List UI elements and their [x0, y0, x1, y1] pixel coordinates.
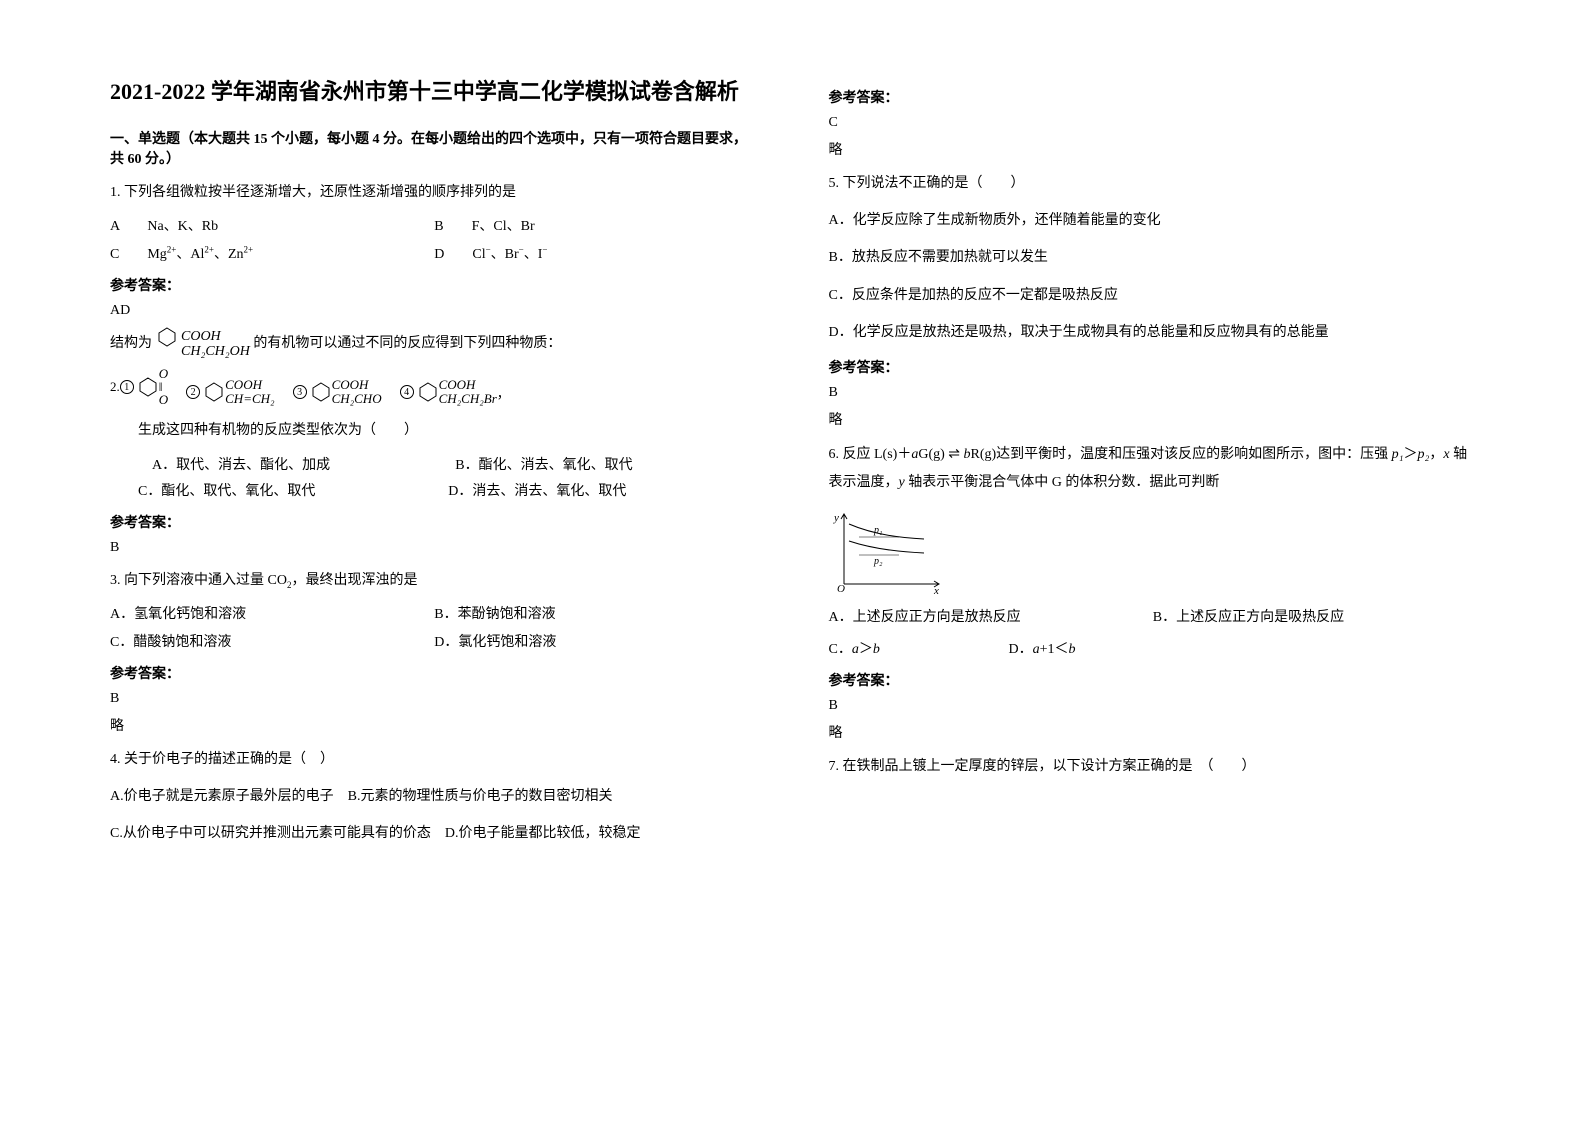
q6-stem: 6. 反应 L(s)＋aG(g) ⇌ bR(g)达到平衡时，温度和压强对该反应的…: [829, 441, 1478, 497]
q5-opt-a: A．化学反应除了生成新物质外，还伴随着能量的变化: [829, 208, 1478, 233]
q5-stem: 5. 下列说法不正确的是（ ）: [829, 171, 1478, 196]
q5-opt-d: D．化学反应是放热还是吸热，取决于生成物具有的总能量和反应物具有的总能量: [829, 320, 1478, 345]
q6-omit: 略: [829, 722, 1478, 742]
q1-stem: 1. 下列各组微粒按半径逐渐增大，还原性逐渐增强的顺序排列的是: [110, 180, 759, 205]
answer-label: 参考答案：: [829, 87, 1478, 107]
q6-opt-c: C．a＞b: [829, 638, 1009, 658]
section-header: 一、单选题（本大题共 15 个小题，每小题 4 分。在每小题给出的四个选项中，只…: [110, 128, 759, 168]
answer-label: 参考答案：: [829, 670, 1478, 690]
q3-stem: 3. 向下列溶液中通入过量 CO2，最终出现浑浊的是: [110, 568, 759, 593]
answer-label: 参考答案：: [829, 357, 1478, 377]
q2-options: A．取代、消去、酯化、加成B．酯化、消去、氧化、取代 C．酯化、取代、氧化、取代…: [110, 454, 759, 500]
q4-omit: 略: [829, 139, 1478, 159]
q4-stem: 4. 关于价电子的描述正确的是（ ）: [110, 747, 759, 772]
answer-label: 参考答案：: [110, 275, 759, 295]
q2-line: 生成这四种有机物的反应类型依次为（ ）: [110, 418, 759, 443]
q3-opt-d: D．氯化钙饱和溶液: [434, 631, 758, 651]
q5-opt-b: B．放热反应不需要加热就可以发生: [829, 245, 1478, 270]
q3-opt-b: B．苯酚钠饱和溶液: [434, 603, 758, 623]
q1-opt-b: B F、Cl、Br: [434, 215, 758, 235]
q3-opt-c: C．醋酸钠饱和溶液: [110, 631, 434, 651]
q6-chart: y x O p₁ p₂: [829, 509, 949, 594]
benzene-icon: [158, 327, 176, 347]
q1-opt-a: A Na、K、Rb: [110, 215, 434, 235]
q6-opt-d: D．a+1＜b: [1009, 638, 1478, 658]
q6-answer: B: [829, 698, 1478, 714]
q4-ab: A.价电子就是元素原子最外层的电子 B.元素的物理性质与价电子的数目密切相关: [110, 784, 759, 809]
svg-text:p₂: p₂: [873, 556, 883, 567]
q1-opt-c: C Mg2+、Al2+、Zn2+: [110, 243, 434, 263]
svg-text:y: y: [833, 512, 839, 524]
q5-answer: B: [829, 385, 1478, 401]
q2-molecules: 2. 1 O ‖ O 2 COOH CH=CH₂ 3 COOH CH₂CHO: [110, 367, 759, 406]
q1-answer: AD: [110, 303, 759, 319]
q4-answer: C: [829, 115, 1478, 131]
doc-title: 2021-2022 学年湖南省永州市第十三中学高二化学模拟试卷含解析: [110, 75, 759, 108]
svg-text:p₁: p₁: [873, 525, 882, 536]
q3-omit: 略: [110, 715, 759, 735]
answer-label: 参考答案：: [110, 512, 759, 532]
q5-opt-c: C．反应条件是加热的反应不一定都是吸热反应: [829, 283, 1478, 308]
q3-answer: B: [110, 691, 759, 707]
svg-text:x: x: [933, 585, 939, 594]
q4-cd: C.从价电子中可以研究并推测出元素可能具有的价态 D.价电子能量都比较低，较稳定: [110, 821, 759, 846]
q7-stem: 7. 在铁制品上镀上一定厚度的锌层，以下设计方案正确的是 （ ）: [829, 754, 1478, 779]
q5-omit: 略: [829, 409, 1478, 429]
q6-opt-b: B．上述反应正方向是吸热反应: [1153, 606, 1477, 626]
q3-opt-a: A．氢氧化钙饱和溶液: [110, 603, 434, 623]
q1-opt-d: D Cl−、Br−、I−: [434, 243, 758, 263]
q2-answer: B: [110, 540, 759, 556]
svg-text:O: O: [837, 583, 845, 594]
q6-opt-a: A．上述反应正方向是放热反应: [829, 606, 1153, 626]
answer-label: 参考答案：: [110, 663, 759, 683]
q2-intro: 结构为 COOH CH₂CH₂OH 的有机物可以通过不同的反应得到下列四种物质：: [110, 327, 759, 359]
